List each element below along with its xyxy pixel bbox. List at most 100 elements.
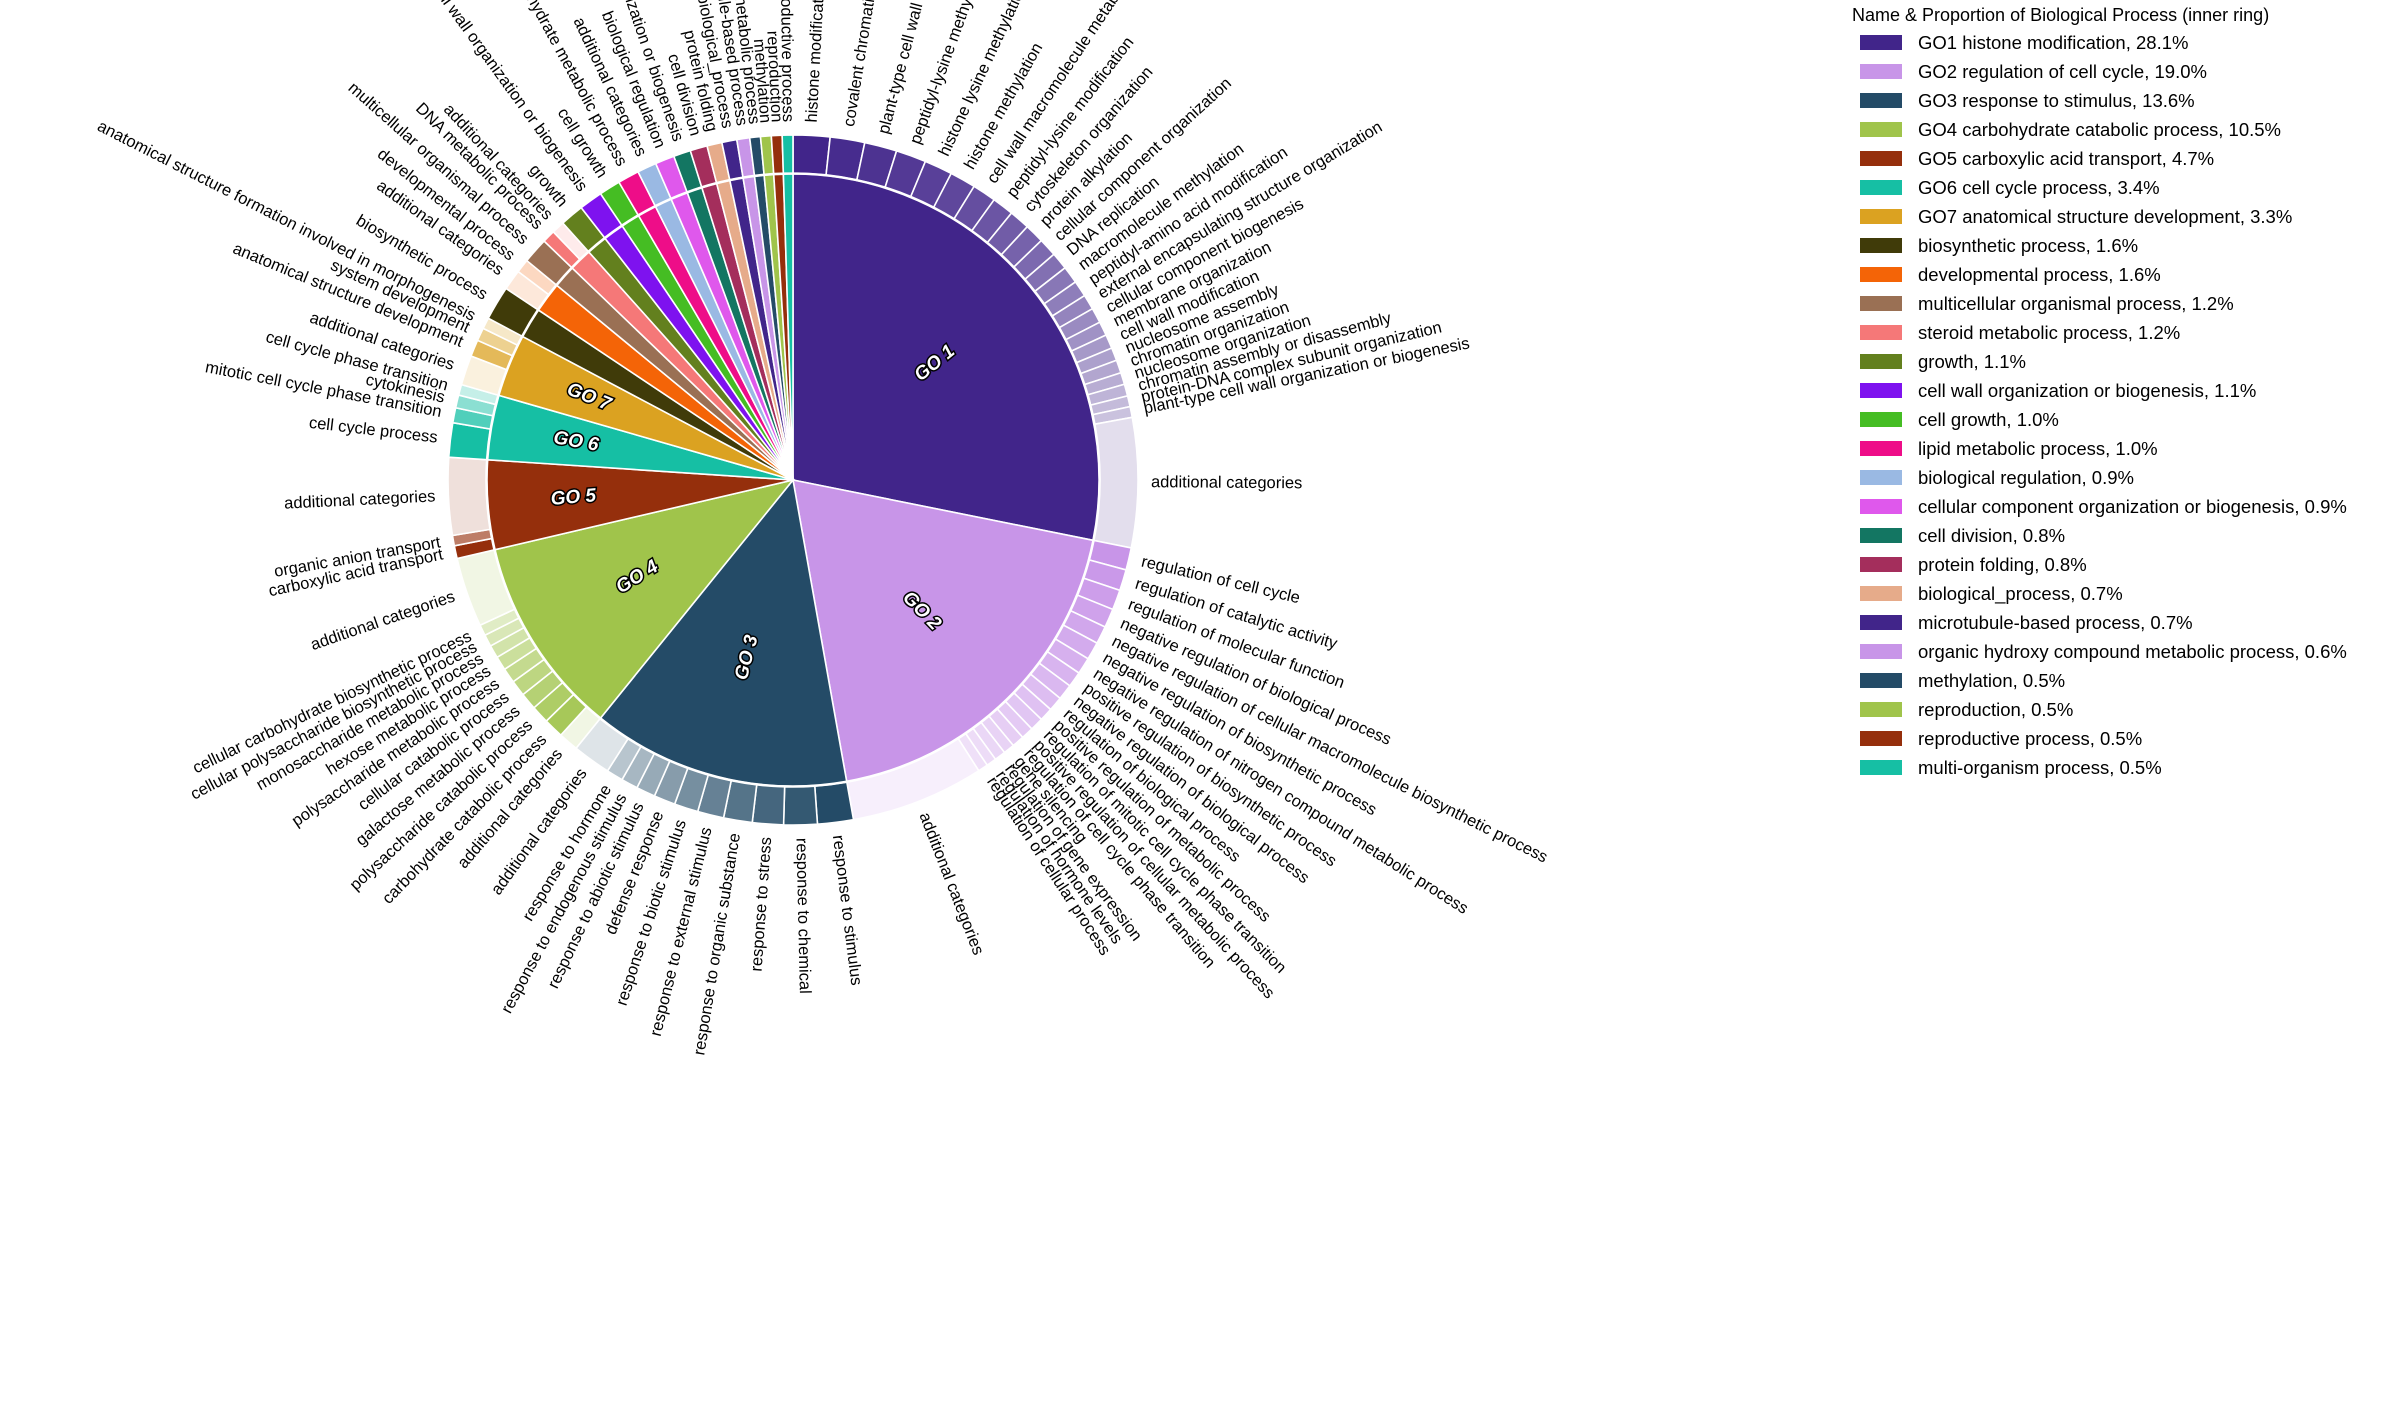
outer-ring (447, 134, 1139, 826)
go-label-6: GO 6 (552, 427, 601, 456)
legend-item-cell-wall-organization-or-biogenesis: cell wall organization or biogenesis, 1.… (1852, 376, 2372, 405)
legend-item-go7-anatomical-structure-development: GO7 anatomical structure development, 3.… (1852, 202, 2372, 231)
legend-swatch (1860, 499, 1902, 514)
legend-label: growth, 1.1% (1918, 350, 2026, 372)
legend-label: biological_process, 0.7% (1918, 582, 2123, 604)
legend-label: reproduction, 0.5% (1918, 698, 2074, 720)
legend-item-protein-folding: protein folding, 0.8% (1852, 550, 2372, 579)
legend-swatch (1860, 731, 1902, 746)
legend-swatch (1860, 64, 1902, 79)
legend-item-organic-hydroxy-compound-metabolic-process: organic hydroxy compound metabolic proce… (1852, 637, 2372, 666)
outer-label-response-to-stress: response to stress (748, 836, 776, 972)
legend-swatch (1860, 238, 1902, 253)
legend-item-steroid-metabolic-process: steroid metabolic process, 1.2% (1852, 318, 2372, 347)
legend-label: GO6 cell cycle process, 3.4% (1918, 176, 2160, 198)
legend-items: GO1 histone modification, 28.1% GO2 regul… (1852, 28, 2372, 782)
legend-swatch (1860, 383, 1902, 398)
legend-item-methylation: methylation, 0.5% (1852, 666, 2372, 695)
legend-item-cell-division: cell division, 0.8% (1852, 521, 2372, 550)
legend-label: developmental process, 1.6% (1918, 263, 2161, 285)
legend: Name & Proportion of Biological Process … (1852, 0, 2372, 782)
outer-label-additional-categories: additional categories (915, 810, 987, 958)
legend-swatch (1860, 354, 1902, 369)
ring-separator (485, 172, 1101, 788)
legend-item-biological-process: biological_process, 0.7% (1852, 579, 2372, 608)
legend-label: biological regulation, 0.9% (1918, 466, 2134, 488)
legend-swatch (1860, 209, 1902, 224)
legend-swatch (1860, 35, 1902, 50)
legend-label: GO1 histone modification, 28.1% (1918, 31, 2189, 53)
legend-label: GO3 response to stimulus, 13.6% (1918, 89, 2195, 111)
legend-item-multicellular-organismal-process: multicellular organismal process, 1.2% (1852, 289, 2372, 318)
outer-segment-additional-categories (447, 456, 491, 537)
outer-segment-reproductive-process (781, 134, 794, 174)
sunburst-chart: histone modification covalent chromatin m… (94, 0, 1550, 1057)
legend-label: organic hydroxy compound metabolic proce… (1918, 640, 2347, 662)
legend-swatch (1860, 180, 1902, 195)
legend-label: microtubule-based process, 0.7% (1918, 611, 2193, 633)
legend-item-developmental-process: developmental process, 1.6% (1852, 260, 2372, 289)
outer-label-response-to-chemical: response to chemical (792, 838, 813, 994)
legend-swatch (1860, 412, 1902, 427)
legend-swatch (1860, 441, 1902, 456)
legend-swatch (1860, 325, 1902, 340)
outer-segment-response-to-stimulus (813, 781, 855, 825)
legend-item-reproduction: reproduction, 0.5% (1852, 695, 2372, 724)
legend-swatch (1860, 644, 1902, 659)
legend-swatch (1860, 151, 1902, 166)
legend-label: GO7 anatomical structure development, 3.… (1918, 205, 2293, 227)
legend-item-go2-regulation-of-cell-cycle: GO2 regulation of cell cycle, 19.0% (1852, 57, 2372, 86)
legend-swatch (1860, 296, 1902, 311)
legend-item-microtubule-based-process: microtubule-based process, 0.7% (1852, 608, 2372, 637)
legend-swatch (1860, 528, 1902, 543)
legend-swatch (1860, 760, 1902, 775)
legend-swatch (1860, 470, 1902, 485)
legend-label: cell division, 0.8% (1918, 524, 2066, 546)
legend-item-lipid-metabolic-process: lipid metabolic process, 1.0% (1852, 434, 2372, 463)
legend-label: protein folding, 0.8% (1918, 553, 2087, 575)
outer-label-histone-modification: histone modification (803, 0, 829, 123)
outer-label-additional-categories: additional categories (1151, 473, 1302, 492)
legend-swatch (1860, 93, 1902, 108)
legend-swatch (1860, 615, 1902, 630)
legend-label: GO2 regulation of cell cycle, 19.0% (1918, 60, 2207, 82)
legend-item-cell-growth: cell growth, 1.0% (1852, 405, 2372, 434)
outer-label-reproductive-process: reproductive process (777, 0, 797, 122)
outer-segment-response-to-stress (751, 783, 786, 826)
legend-item-go4-carbohydrate-catabolic-process: GO4 carbohydrate catabolic process, 10.5… (1852, 115, 2372, 144)
inner-ring (486, 173, 1100, 787)
legend-label: multicellular organismal process, 1.2% (1918, 292, 2234, 314)
legend-item-reproductive-process: reproductive process, 0.5% (1852, 724, 2372, 753)
legend-label: cell wall organization or biogenesis, 1.… (1918, 379, 2257, 401)
legend-label: cell growth, 1.0% (1918, 408, 2059, 430)
legend-label: lipid metabolic process, 1.0% (1918, 437, 2158, 459)
legend-item-go6-cell-cycle-process: GO6 cell cycle process, 3.4% (1852, 173, 2372, 202)
legend-item-multi-organism-process: multi-organism process, 0.5% (1852, 753, 2372, 782)
legend-label: cellular component organization or bioge… (1918, 495, 2347, 517)
legend-label: multi-organism process, 0.5% (1918, 756, 2162, 778)
legend-label: methylation, 0.5% (1918, 669, 2066, 691)
outer-label-cell-cycle-process: cell cycle process (308, 414, 439, 447)
outer-label-response-to-stimulus: response to stimulus (829, 834, 866, 986)
outer-segment-response-to-chemical (782, 785, 819, 826)
legend-label: reproductive process, 0.5% (1918, 727, 2143, 749)
legend-swatch (1860, 586, 1902, 601)
outer-segment-additional-categories (1093, 416, 1139, 549)
outer-segment-histone-modification (792, 134, 832, 176)
outer-label-reproduction: reproduction (763, 30, 785, 122)
legend-label: steroid metabolic process, 1.2% (1918, 321, 2181, 343)
go-label-5: GO 5 (550, 485, 597, 510)
legend-label: biosynthetic process, 1.6% (1918, 234, 2139, 256)
outer-label-additional-categories: additional categories (284, 487, 436, 512)
legend-item-biological-regulation: biological regulation, 0.9% (1852, 463, 2372, 492)
legend-item-cellular-component-organization-or-biogenesis: cellular component organization or bioge… (1852, 492, 2372, 521)
legend-item-go1-histone-modification: GO1 histone modification, 28.1% (1852, 28, 2372, 57)
legend-swatch (1860, 557, 1902, 572)
legend-swatch (1860, 673, 1902, 688)
legend-item-go5-carboxylic-acid-transport: GO5 carboxylic acid transport, 4.7% (1852, 144, 2372, 173)
legend-title: Name & Proportion of Biological Process … (1852, 5, 2270, 25)
legend-item-go3-response-to-stimulus: GO3 response to stimulus, 13.6% (1852, 86, 2372, 115)
legend-swatch (1860, 702, 1902, 717)
legend-swatch (1860, 267, 1902, 282)
legend-item-growth: growth, 1.1% (1852, 347, 2372, 376)
